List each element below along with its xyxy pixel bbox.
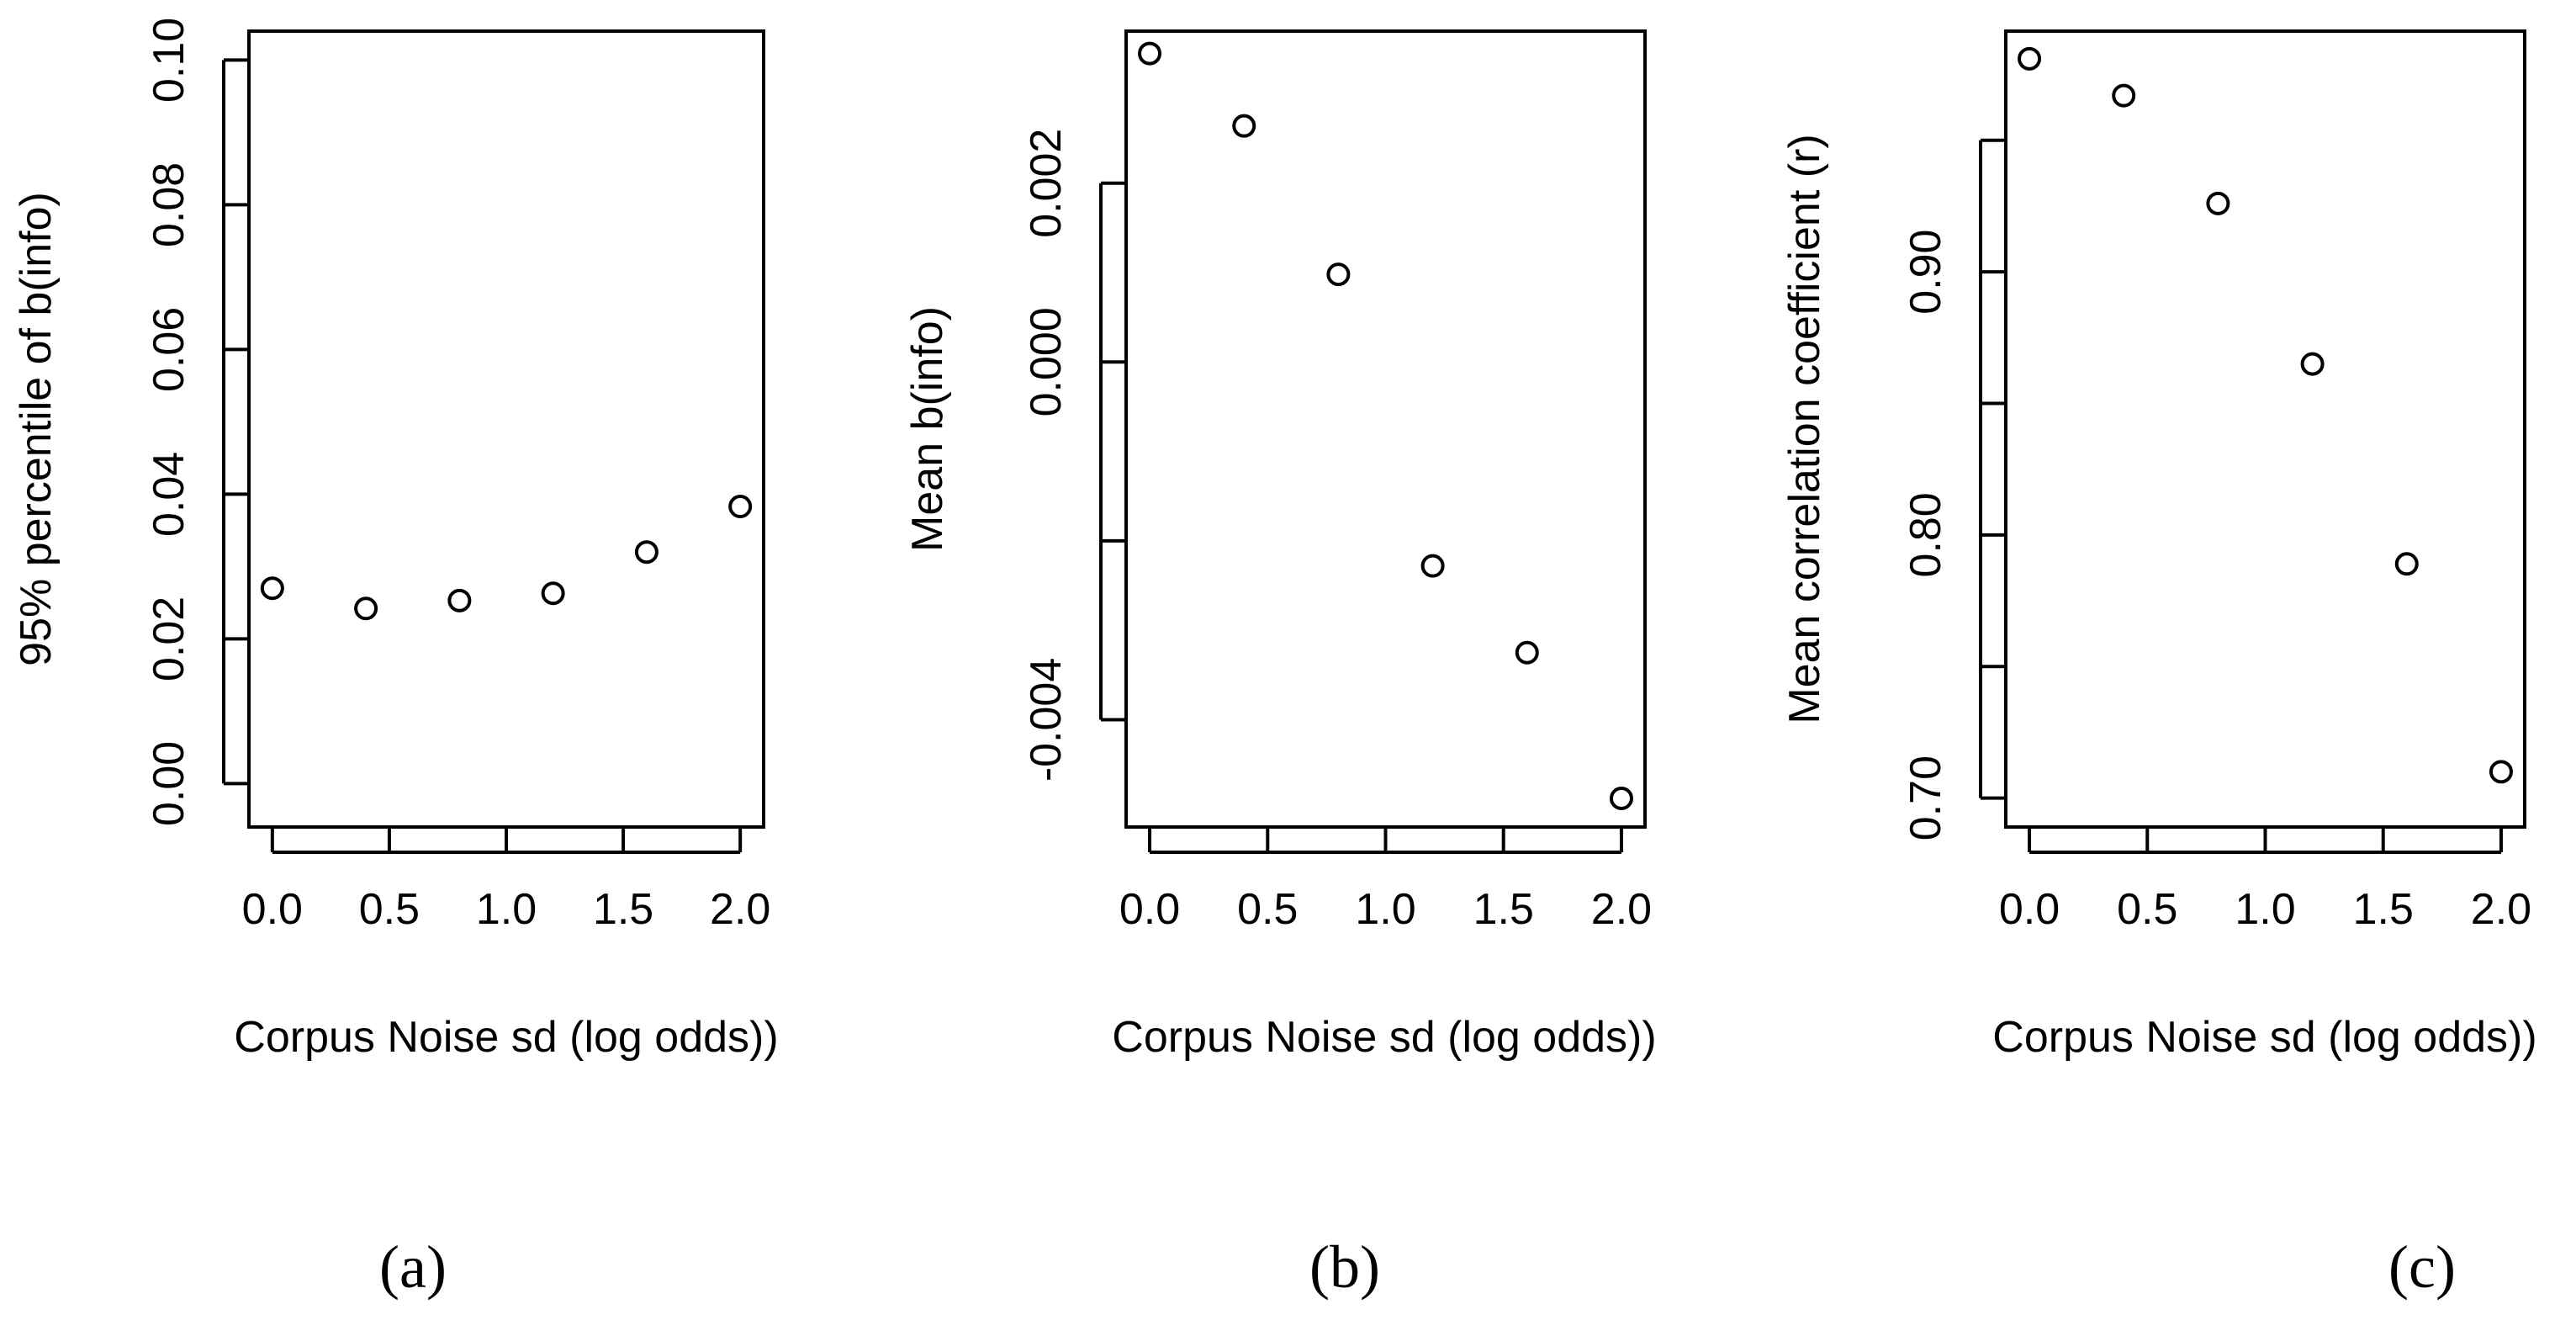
y-tick-label: 0.000 bbox=[1022, 307, 1071, 416]
x-axis-title: Corpus Noise sd (log odds)) bbox=[1992, 1013, 2536, 1062]
panel-label: (a) bbox=[379, 1233, 447, 1301]
y-axis: 0.70 0.80 0.90 bbox=[1902, 138, 2006, 840]
x-axis-title: Corpus Noise sd (log odds)) bbox=[234, 1013, 778, 1062]
x-axis-title: Corpus Noise sd (log odds)) bbox=[1112, 1013, 1656, 1062]
x-tick-label: 1.0 bbox=[476, 885, 537, 934]
data-point bbox=[1515, 640, 1539, 665]
y-tick-label: 0.70 bbox=[1902, 755, 1950, 840]
y-tick-label: 0.08 bbox=[145, 162, 193, 247]
panel-b: 0.0 0.5 1.0 1.5 2.0 -0.004 0.000 0.002 Corpus … bbox=[903, 29, 1657, 1301]
x-axis: 0.0 0.5 1.0 1.5 2.0 bbox=[242, 827, 770, 934]
data-point bbox=[2489, 760, 2513, 784]
data-point bbox=[1232, 114, 1256, 138]
data-point bbox=[1326, 262, 1351, 287]
x-tick-label: 1.5 bbox=[2353, 885, 2414, 934]
data-points bbox=[1138, 41, 1633, 810]
y-tick-label: 0.02 bbox=[145, 596, 193, 681]
x-tick-label: 0.0 bbox=[242, 885, 303, 934]
data-point bbox=[1609, 786, 1633, 810]
y-tick-label: -0.004 bbox=[1022, 658, 1071, 782]
x-tick-label: 0.0 bbox=[1999, 885, 2060, 934]
data-points bbox=[260, 495, 753, 621]
plot-frame bbox=[2004, 29, 2526, 829]
x-tick-label: 1.0 bbox=[2235, 885, 2295, 934]
y-axis-title: Mean b(info) bbox=[903, 306, 952, 552]
data-points bbox=[2018, 46, 2513, 784]
x-tick-label: 0.5 bbox=[2117, 885, 2177, 934]
x-axis: 0.0 0.5 1.0 1.5 2.0 bbox=[1999, 827, 2531, 934]
plot-frame bbox=[247, 29, 765, 829]
data-point bbox=[260, 576, 284, 601]
data-point bbox=[354, 596, 378, 621]
data-point bbox=[447, 588, 472, 612]
y-axis: -0.004 0.000 0.002 bbox=[1022, 129, 1126, 782]
y-axis-title: 95% percentile of b(info) bbox=[12, 192, 61, 666]
data-point bbox=[634, 540, 659, 565]
y-tick-label: 0.00 bbox=[145, 741, 193, 826]
y-axis-title: Mean correlation coefficient (r) bbox=[1780, 134, 1829, 724]
data-point bbox=[2018, 46, 2042, 71]
plot-frame bbox=[1124, 29, 1647, 829]
data-point bbox=[728, 495, 753, 519]
y-tick-label: 0.002 bbox=[1022, 129, 1071, 238]
y-tick-label: 0.90 bbox=[1902, 230, 1950, 315]
panel-c: 0.0 0.5 1.0 1.5 2.0 0.70 0.80 0.90 Corpus Nois… bbox=[1780, 29, 2537, 1301]
x-tick-label: 0.0 bbox=[1119, 885, 1180, 934]
y-axis: 0.00 0.02 0.04 0.06 0.08 0.10 bbox=[145, 18, 249, 826]
data-point bbox=[1420, 554, 1445, 578]
x-tick-label: 2.0 bbox=[2471, 885, 2531, 934]
panel-a: 0.0 0.5 1.0 1.5 2.0 0.00 0.02 0.04 0.06 0.08 0.10… bbox=[12, 18, 779, 1301]
y-tick-label: 0.10 bbox=[145, 18, 193, 103]
data-point bbox=[2112, 83, 2136, 108]
x-tick-label: 0.5 bbox=[1237, 885, 1298, 934]
x-tick-label: 0.5 bbox=[359, 885, 420, 934]
x-tick-label: 2.0 bbox=[1591, 885, 1652, 934]
x-axis: 0.0 0.5 1.0 1.5 2.0 bbox=[1119, 827, 1652, 934]
y-tick-label: 0.04 bbox=[145, 452, 193, 537]
panel-label: (b) bbox=[1309, 1233, 1380, 1301]
y-tick-label: 0.80 bbox=[1902, 492, 1950, 577]
x-tick-label: 1.5 bbox=[593, 885, 653, 934]
panel-label: (c) bbox=[2388, 1233, 2456, 1301]
data-point bbox=[2206, 191, 2230, 215]
data-point bbox=[1138, 41, 1162, 66]
data-point bbox=[541, 581, 565, 606]
x-tick-label: 2.0 bbox=[710, 885, 770, 934]
data-point bbox=[2300, 352, 2325, 376]
x-tick-label: 1.0 bbox=[1355, 885, 1415, 934]
x-tick-label: 1.5 bbox=[1473, 885, 1534, 934]
y-tick-label: 0.06 bbox=[145, 307, 193, 392]
data-point bbox=[2394, 552, 2419, 576]
